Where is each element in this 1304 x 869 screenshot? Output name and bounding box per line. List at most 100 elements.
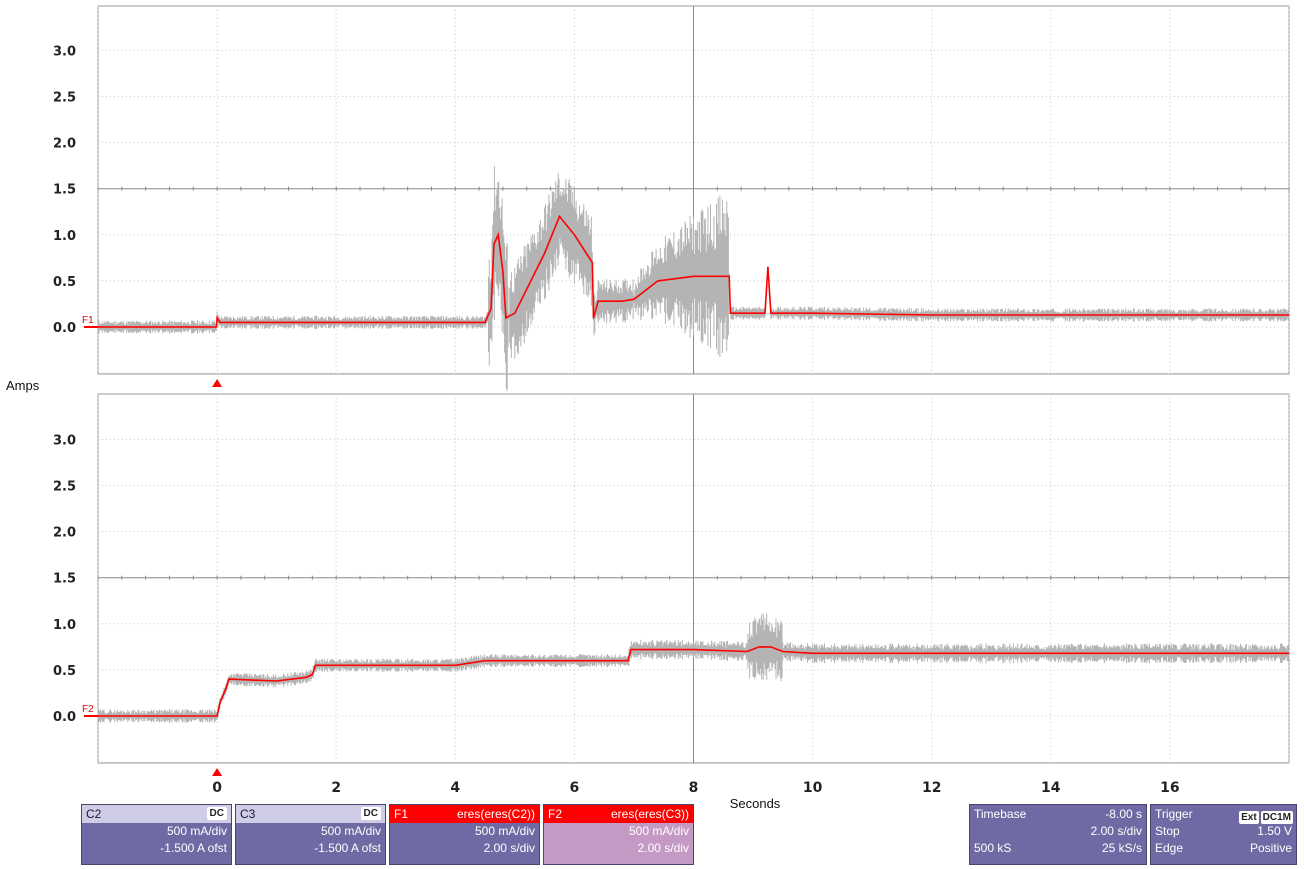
data-point (484, 321, 486, 323)
y-axis-unit: Amps (6, 378, 40, 393)
data-point (758, 646, 760, 648)
data-point (505, 317, 507, 319)
data-point (484, 660, 486, 662)
timebase-descriptor[interactable]: Timebase -8.00 s 2.00 s/div 500 kS 25 kS… (969, 804, 1147, 865)
data-point (592, 317, 595, 319)
data-point (573, 234, 576, 236)
channel-c2-descriptor[interactable]: C2 DC 500 mA/div -1.500 A ofst (81, 804, 232, 865)
data-point (729, 312, 732, 314)
data-point (728, 275, 730, 277)
data-point (627, 660, 629, 662)
data-point (305, 676, 307, 678)
trigger-mode: Stop (1155, 824, 1180, 838)
axis-labels: 0.0 0.5 1.0 1.5 2.0 2.5 3.0 F1 0.0 0.5 1.0 1.5 2.0 2.… (53, 44, 1180, 796)
data-point (395, 321, 397, 323)
data-point (395, 664, 397, 666)
trace-f2 (98, 646, 1289, 717)
data-point (276, 321, 278, 323)
trigger-coupling-badge: DC1M (1260, 811, 1293, 824)
x-tick-label: 2 (331, 780, 341, 796)
function-f1-scale: 500 mA/div (474, 824, 535, 838)
data-point (454, 664, 456, 666)
channel-c3-descriptor[interactable]: C3 DC 500 mA/div -1.500 A ofst (235, 804, 386, 865)
x-tick-label: 14 (1041, 780, 1061, 796)
timebase-rate: 25 kS/s (1101, 841, 1142, 855)
y-tick-label: 1.0 (53, 229, 76, 244)
y-tick-label: 1.5 (53, 183, 76, 198)
channel-c2-id: C2 (86, 807, 102, 821)
function-f1-id: F1 (394, 807, 409, 821)
y-tick-label: 2.5 (53, 91, 76, 106)
y-tick-label: 2.0 (53, 526, 76, 541)
trigger-type: Edge (1155, 841, 1184, 855)
data-point (692, 275, 695, 277)
data-point (497, 234, 499, 236)
function-f2-descriptor[interactable]: F2 eres(eres(C3)) 500 mA/div 2.00 s/div (543, 804, 694, 865)
channel-c3-offset: -1.500 A ofst (314, 841, 381, 855)
channel-c2-offset: -1.500 A ofst (160, 841, 227, 855)
data-point (225, 687, 227, 689)
function-f1-descriptor[interactable]: F1 eres(eres(C2)) 500 mA/div 2.00 s/div (389, 804, 540, 865)
y-tick-label: 3.0 (53, 433, 76, 448)
y-tick-label: 0.5 (53, 664, 76, 679)
traces (97, 214, 1290, 717)
y-tick-label: 0.0 (53, 321, 76, 336)
data-point (314, 664, 316, 666)
data-point (770, 312, 772, 314)
data-point (621, 300, 623, 302)
data-point (767, 266, 769, 268)
data-point (502, 271, 504, 273)
y-tick-label: 3.0 (53, 44, 76, 59)
x-tick-label: 10 (803, 780, 823, 796)
trigger-marker (212, 379, 223, 387)
data-point (228, 678, 230, 680)
data-point (219, 701, 221, 703)
data-point (692, 649, 695, 651)
data-point (1288, 652, 1290, 654)
data-point (1169, 314, 1171, 316)
data-point (1169, 652, 1171, 654)
data-point (770, 646, 772, 648)
data-point (752, 312, 754, 314)
trace-tag-f2: F2 (82, 704, 94, 715)
channel-c3-scale: 500 mA/div (320, 824, 381, 838)
data-point (573, 660, 576, 662)
function-f2-scale: 500 mA/div (628, 824, 689, 838)
function-f1-expression: eres(eres(C2)) (456, 807, 535, 821)
data-point (734, 312, 736, 314)
timebase-samples: 500 kS (974, 841, 1012, 855)
data-point (630, 649, 632, 651)
y-tick-label: 1.5 (53, 572, 76, 587)
y-tick-label: 0.5 (53, 275, 76, 290)
channel-c3-coupling-badge: DC (360, 807, 381, 820)
x-tick-label: 4 (450, 780, 460, 796)
data-point (454, 321, 456, 323)
x-tick-label: 8 (689, 780, 699, 796)
data-point (216, 715, 218, 717)
data-point (782, 650, 784, 653)
trigger-slope: Positive (1249, 841, 1292, 855)
data-point (931, 314, 933, 316)
trigger-descriptor[interactable]: Trigger Ext DC1M Stop 1.50 V Edge Positiv… (1150, 804, 1297, 865)
data-point (776, 312, 778, 314)
channel-c2-scale: 500 mA/div (166, 824, 227, 838)
timebase-delay: -8.00 s (1105, 807, 1142, 821)
data-point (651, 284, 653, 287)
trigger-source-badge: Ext (1239, 811, 1259, 824)
x-tick-label: 12 (922, 780, 941, 796)
trigger-marker (212, 768, 223, 776)
y-tick-label: 2.5 (53, 480, 76, 495)
data-point (746, 650, 748, 653)
trace-tag-f1: F1 (82, 315, 94, 326)
data-point (219, 321, 221, 323)
x-tick-label: 16 (1160, 780, 1179, 796)
data-point (490, 308, 492, 310)
data-point (1050, 314, 1052, 316)
data-point (544, 252, 546, 254)
x-tick-label: 6 (570, 780, 580, 796)
y-tick-label: 1.0 (53, 618, 76, 633)
channel-c3-id: C3 (240, 807, 256, 821)
y-tick-label: 0.0 (53, 710, 76, 725)
function-f2-id: F2 (548, 807, 563, 821)
data-point (311, 673, 313, 676)
